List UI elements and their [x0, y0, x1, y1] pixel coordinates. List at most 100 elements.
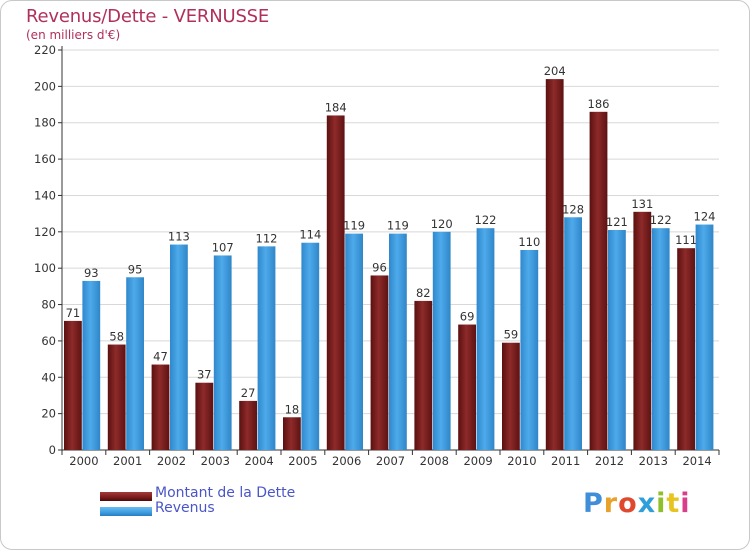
- data-label-revenus: 120: [431, 217, 453, 231]
- data-label-dette: 47: [153, 350, 168, 364]
- bar-revenus: [432, 231, 451, 450]
- y-tick-label: 140: [34, 188, 56, 202]
- x-tick-label: 2012: [595, 454, 624, 468]
- bar-revenus: [82, 280, 101, 450]
- bar-revenus: [126, 277, 144, 450]
- logo-letter: P: [583, 488, 604, 519]
- proxiti-logo: Proxiti: [583, 488, 691, 519]
- bar-revenus: [301, 242, 320, 450]
- data-label-dette: 204: [544, 64, 566, 78]
- bar-revenus: [257, 246, 276, 450]
- bar-dette: [107, 344, 126, 450]
- x-tick-label: 2005: [288, 454, 317, 468]
- logo-letter: r: [603, 488, 619, 519]
- y-tick-label: 40: [41, 370, 56, 384]
- data-label-revenus: 113: [168, 230, 190, 244]
- x-tick-label: 2004: [244, 454, 273, 468]
- logo-letter: t: [666, 488, 681, 519]
- bar-revenus: [564, 217, 582, 450]
- x-tick-label: 2001: [113, 454, 142, 468]
- bar-dette: [677, 248, 695, 450]
- x-tick-label: 2011: [551, 454, 580, 468]
- data-label-revenus: 110: [518, 235, 540, 249]
- logo-letter: x: [637, 488, 657, 519]
- y-tick-label: 80: [41, 298, 56, 312]
- x-tick-label: 2000: [69, 454, 98, 468]
- data-label-revenus: 95: [128, 262, 143, 276]
- data-label-revenus: 128: [562, 202, 584, 216]
- data-label-revenus: 114: [299, 228, 321, 242]
- data-label-revenus: 124: [694, 210, 716, 224]
- data-label-dette: 186: [588, 97, 610, 111]
- data-label-revenus: 93: [84, 266, 99, 280]
- y-tick-label: 180: [34, 116, 56, 130]
- chart-title: Revenus/Dette - VERNUSSE: [26, 6, 270, 27]
- y-tick-label: 100: [34, 261, 56, 275]
- data-label-dette: 184: [325, 100, 347, 114]
- data-label-dette: 96: [372, 260, 387, 274]
- y-tick-label: 160: [34, 152, 56, 166]
- x-tick-label: 2010: [507, 454, 536, 468]
- bar-dette: [414, 300, 433, 450]
- data-label-dette: 82: [416, 286, 431, 300]
- logo-letter: i: [656, 488, 667, 519]
- data-label-dette: 37: [197, 368, 212, 382]
- data-label-revenus: 112: [256, 231, 278, 245]
- legend-swatch-dette: [100, 492, 152, 501]
- data-label-revenus: 122: [475, 213, 497, 227]
- x-tick-label: 2007: [376, 454, 405, 468]
- legend-label-dette: Montant de la Dette: [155, 485, 296, 501]
- bar-dette: [195, 382, 214, 450]
- bar-revenus: [520, 250, 539, 450]
- bar-revenus: [389, 233, 407, 450]
- data-label-revenus: 119: [343, 219, 365, 233]
- x-tick-label: 2009: [463, 454, 492, 468]
- y-tick-label: 20: [41, 407, 56, 421]
- logo-letter: o: [618, 488, 638, 519]
- data-label-dette: 71: [66, 306, 81, 320]
- legend-label-revenus: Revenus: [155, 500, 215, 516]
- bar-dette: [502, 342, 520, 450]
- bar-revenus: [695, 224, 714, 450]
- data-label-dette: 69: [460, 310, 475, 324]
- bar-revenus: [651, 228, 670, 450]
- data-label-dette: 18: [285, 402, 300, 416]
- bar-revenus: [345, 233, 363, 450]
- bar-revenus: [170, 244, 188, 450]
- y-tick-label: 200: [34, 79, 56, 93]
- x-tick-label: 2002: [157, 454, 186, 468]
- y-tick-label: 60: [41, 334, 56, 348]
- bar-revenus: [213, 255, 232, 450]
- x-tick-label: 2006: [332, 454, 361, 468]
- data-label-dette: 131: [631, 197, 653, 211]
- bar-dette: [283, 417, 301, 450]
- data-label-revenus: 119: [387, 219, 409, 233]
- x-tick-label: 2008: [420, 454, 449, 468]
- bar-dette: [239, 400, 257, 450]
- x-tick-label: 2014: [682, 454, 711, 468]
- data-label-revenus: 121: [606, 215, 628, 229]
- legend-swatch-revenus: [100, 507, 152, 516]
- data-label-dette: 58: [109, 330, 124, 344]
- y-tick-label: 0: [49, 443, 56, 457]
- y-tick-label: 220: [34, 43, 56, 57]
- bar-dette: [64, 320, 82, 450]
- bar-dette: [151, 364, 170, 450]
- logo-letter: i: [680, 488, 691, 519]
- chart-subtitle: (en milliers d'€): [26, 28, 121, 42]
- bar-dette: [326, 115, 345, 451]
- bar-dette: [458, 324, 476, 450]
- bar-dette: [589, 111, 608, 451]
- x-tick-label: 2003: [201, 454, 230, 468]
- x-tick-label: 2013: [639, 454, 668, 468]
- data-label-dette: 27: [241, 386, 256, 400]
- bar-dette: [370, 275, 389, 450]
- data-label-revenus: 122: [650, 213, 672, 227]
- bar-revenus: [476, 228, 495, 450]
- bar-revenus: [608, 230, 626, 450]
- bar-dette: [545, 79, 564, 450]
- data-label-revenus: 107: [212, 240, 234, 254]
- bar-dette: [633, 211, 652, 450]
- data-label-dette: 111: [675, 233, 697, 247]
